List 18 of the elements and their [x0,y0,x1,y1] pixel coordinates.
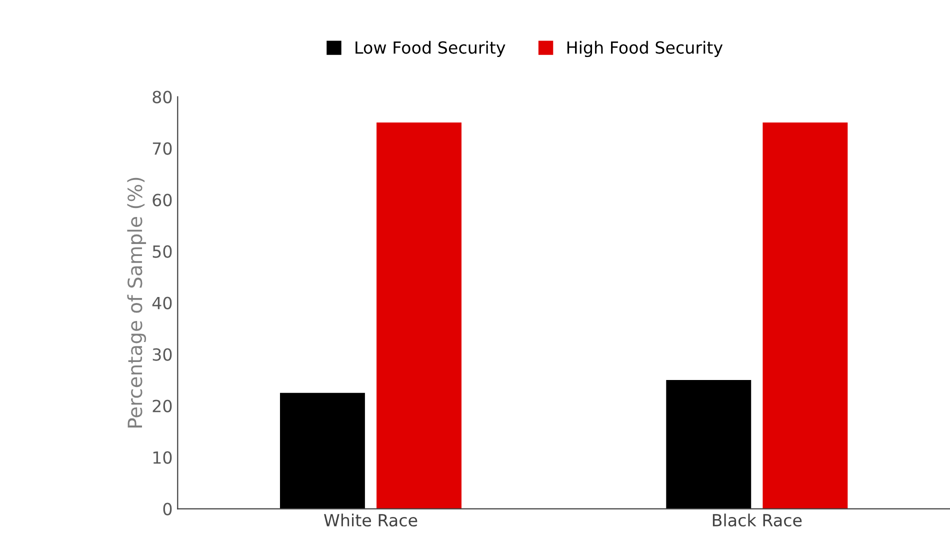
y-tick-label: 40 [152,296,172,310]
x-tick-label: Black Race [712,514,802,527]
y-tick-label: 80 [152,90,172,104]
legend-label: High Food Security [567,40,723,58]
legend-label: Low Food Security [356,40,506,58]
bar [376,122,462,509]
y-tick-label: 70 [152,142,172,155]
y-tick-label: 60 [152,194,172,206]
y-tick-label: 20 [152,400,172,412]
bar [280,392,365,509]
y-axis-title: Percentage of Sample (%) [127,178,146,428]
y-tick-label: 0 [163,502,172,516]
y-tick-label: 50 [152,245,172,258]
y-tick-label: 10 [153,451,172,464]
x-tick-label: White Race [324,514,418,527]
y-tick-label: 30 [152,348,172,361]
bar [666,380,752,509]
bar [762,122,848,509]
